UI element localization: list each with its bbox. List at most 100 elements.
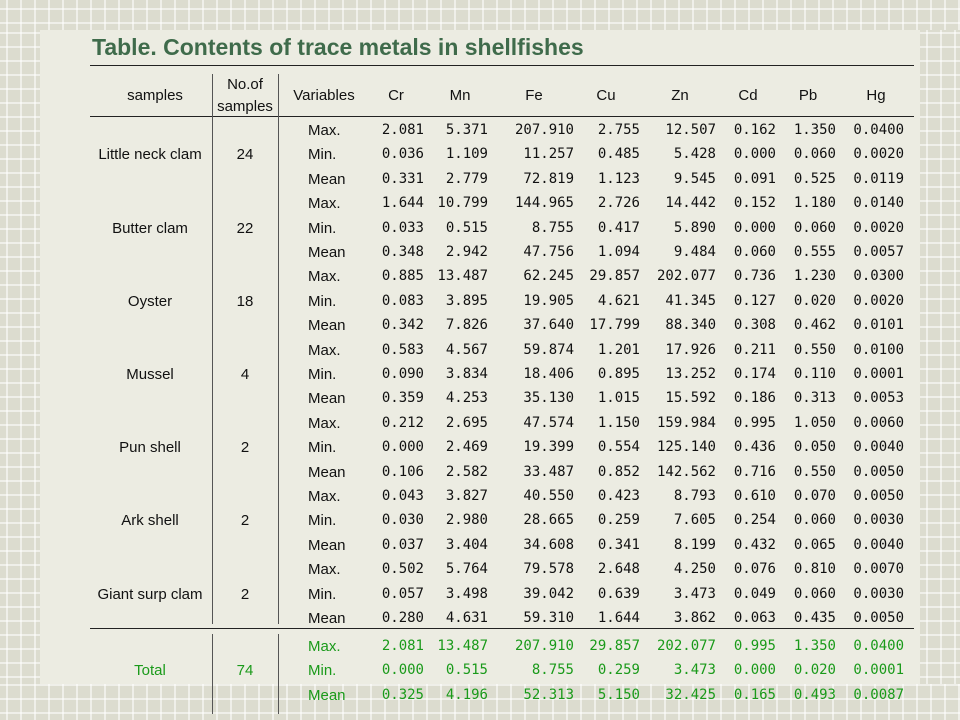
group-value-cu: 1.644 (597, 610, 640, 626)
header-metal-cr: Cr (388, 87, 404, 104)
group-value-fe: 33.487 (523, 463, 574, 480)
group-value-pb: 0.050 (793, 439, 836, 456)
group-variable-label: Min. (308, 585, 337, 603)
group-value-mn: 3.498 (445, 585, 488, 602)
group-variable-label: Mean (308, 390, 346, 408)
group-sample-name: Giant surp clam (97, 585, 203, 603)
group-value-cr: 0.043 (381, 488, 424, 504)
total-value-zn: 32.425 (665, 686, 716, 703)
group-variable-label: Max. (308, 414, 341, 432)
total-value-mn: 13.487 (437, 638, 488, 654)
group-sample-count: 2 (240, 585, 250, 603)
group-value-hg: 0.0020 (853, 292, 904, 309)
group-value-pb: 0.555 (793, 244, 836, 260)
group-value-fe: 37.640 (523, 317, 574, 334)
group-value-mn: 3.895 (445, 292, 488, 309)
group-variable-label: Mean (308, 536, 346, 554)
group-value-zn: 12.507 (665, 122, 716, 138)
group-value-pb: 0.060 (793, 219, 836, 236)
group-value-fe: 11.257 (523, 146, 574, 163)
group-variable-label: Max. (308, 268, 341, 286)
group-value-zn: 3.862 (673, 610, 716, 626)
header-variables: Variables (293, 87, 355, 104)
group-value-pb: 0.462 (793, 317, 836, 334)
column-separator (278, 74, 279, 624)
group-value-cr: 0.280 (381, 610, 424, 626)
group-value-fe: 40.550 (523, 488, 574, 504)
group-value-cr: 0.583 (381, 341, 424, 358)
group-value-hg: 0.0053 (853, 390, 904, 407)
group-value-fe: 28.665 (523, 512, 574, 529)
group-value-cu: 17.799 (589, 317, 640, 334)
group-value-hg: 0.0020 (853, 146, 904, 163)
group-value-cu: 2.755 (597, 122, 640, 138)
group-value-fe: 72.819 (523, 170, 574, 187)
group-value-cu: 1.015 (597, 390, 640, 407)
group-value-zn: 9.484 (673, 244, 716, 260)
total-value-hg: 0.0087 (853, 686, 904, 703)
group-value-zn: 7.605 (673, 512, 716, 529)
group-value-mn: 1.109 (445, 146, 488, 163)
group-sample-count: 18 (236, 292, 254, 310)
group-value-mn: 5.371 (445, 122, 488, 138)
group-value-zn: 14.442 (665, 195, 716, 212)
header-no-of-samples-line2: samples (217, 98, 273, 115)
group-value-hg: 0.0300 (853, 268, 904, 285)
group-value-pb: 0.060 (793, 146, 836, 163)
group-variable-label: Max. (308, 341, 341, 359)
group-variable-label: Min. (308, 366, 337, 383)
group-value-pb: 0.550 (793, 341, 836, 358)
group-value-mn: 2.695 (445, 414, 488, 431)
group-value-hg: 0.0101 (853, 317, 904, 334)
group-value-zn: 3.473 (673, 585, 716, 602)
group-value-mn: 3.404 (445, 536, 488, 553)
header-samples: samples (127, 87, 183, 104)
total-value-cd: 0.000 (733, 662, 776, 679)
group-value-cd: 0.186 (733, 390, 776, 407)
group-value-cr: 2.081 (381, 122, 424, 138)
group-value-cr: 0.885 (381, 268, 424, 285)
group-sample-name: Butter clam (112, 219, 188, 237)
header-metal-cd: Cd (738, 87, 758, 104)
group-value-pb: 0.550 (793, 463, 836, 480)
total-value-zn: 202.077 (656, 638, 716, 654)
group-value-cr: 0.033 (381, 219, 424, 236)
group-variable-label: Max. (308, 195, 341, 213)
group-value-cu: 0.639 (597, 585, 640, 602)
group-value-pb: 0.070 (793, 488, 836, 504)
group-value-cd: 0.162 (733, 122, 776, 138)
group-value-cd: 0.000 (733, 146, 776, 163)
group-value-cu: 0.485 (597, 146, 640, 163)
group-value-cd: 0.049 (733, 585, 776, 602)
group-value-cd: 0.000 (733, 219, 776, 236)
group-value-mn: 2.779 (445, 170, 488, 187)
group-variable-label: Min. (308, 512, 337, 530)
group-value-cd: 0.152 (733, 195, 776, 212)
total-value-cr: 0.000 (381, 662, 424, 679)
table-header-rule (90, 116, 914, 117)
total-value-pb: 1.350 (793, 638, 836, 654)
total-value-cd: 0.995 (733, 638, 776, 654)
group-value-mn: 2.582 (445, 463, 488, 480)
group-value-cd: 0.076 (733, 561, 776, 578)
group-value-zn: 15.592 (665, 390, 716, 407)
group-sample-name: Little neck clam (98, 146, 202, 164)
total-value-mn: 4.196 (445, 686, 488, 703)
group-sample-count: 2 (240, 512, 250, 530)
group-value-cd: 0.436 (733, 439, 776, 456)
group-value-cu: 0.423 (597, 488, 640, 504)
group-value-mn: 0.515 (445, 219, 488, 236)
group-variable-label: Mean (308, 463, 346, 481)
total-value-zn: 3.473 (673, 662, 716, 679)
group-value-fe: 59.874 (523, 341, 574, 358)
group-variable-label: Min. (308, 292, 337, 310)
group-sample-count: 2 (240, 439, 250, 457)
total-variable-label: Mean (308, 686, 346, 704)
group-value-mn: 4.567 (445, 341, 488, 358)
group-value-cd: 0.254 (733, 512, 776, 529)
group-value-cr: 0.348 (381, 244, 424, 260)
group-value-mn: 2.469 (445, 439, 488, 456)
group-value-cr: 0.037 (381, 536, 424, 553)
group-value-hg: 0.0050 (853, 488, 904, 504)
total-value-fe: 8.755 (531, 662, 574, 679)
